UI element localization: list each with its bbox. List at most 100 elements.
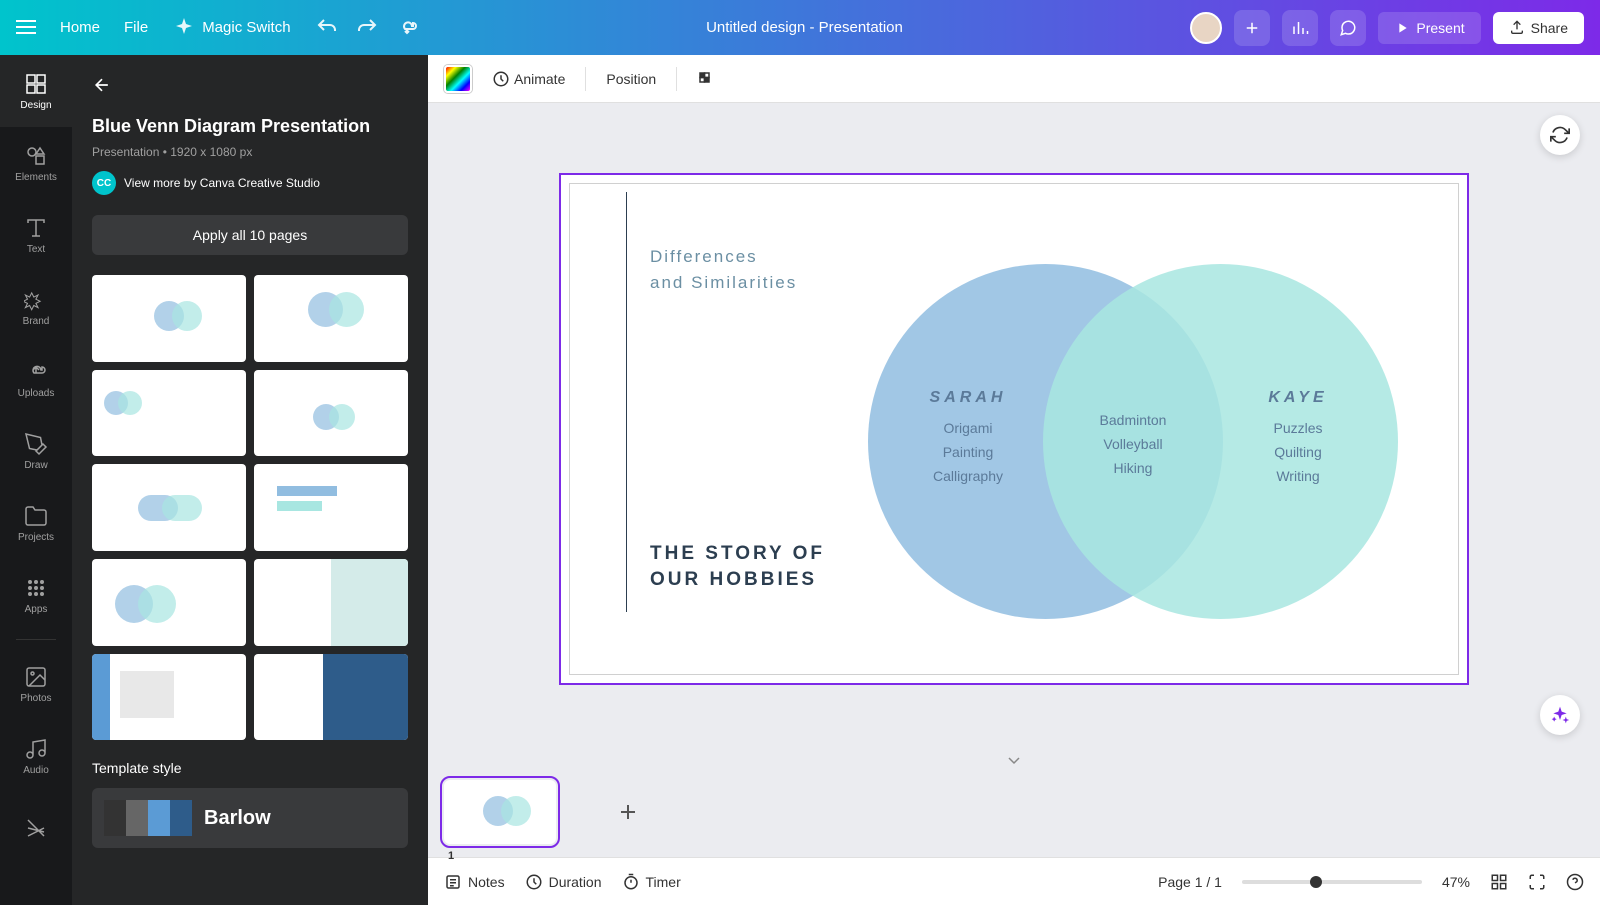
template-thumb[interactable] bbox=[92, 559, 246, 646]
projects-icon bbox=[24, 504, 48, 528]
template-thumb[interactable] bbox=[254, 370, 408, 457]
undo-icon[interactable] bbox=[315, 16, 339, 40]
notes-button[interactable]: Notes bbox=[444, 873, 505, 891]
plus-icon bbox=[1243, 19, 1261, 37]
rail-more[interactable] bbox=[0, 792, 72, 864]
comment-icon bbox=[1339, 19, 1357, 37]
uploads-icon bbox=[24, 360, 48, 384]
menu-icon[interactable] bbox=[16, 16, 40, 40]
rail-apps[interactable]: Apps bbox=[0, 559, 72, 631]
refresh-icon bbox=[1550, 125, 1570, 145]
slide-bottom-heading[interactable]: THE STORY OF OUR HOBBIES bbox=[650, 541, 825, 594]
toolbar-divider bbox=[676, 67, 677, 91]
top-nav: Home File Magic Switch bbox=[60, 16, 291, 40]
share-button[interactable]: Share bbox=[1493, 12, 1584, 44]
rail-projects[interactable]: Projects bbox=[0, 487, 72, 559]
slide[interactable]: Differences and Similarities THE STORY O… bbox=[559, 173, 1469, 685]
brand-icon bbox=[24, 288, 48, 312]
swatch bbox=[148, 800, 170, 836]
transparency-icon bbox=[697, 70, 715, 88]
redo-icon[interactable] bbox=[355, 16, 379, 40]
present-button[interactable]: Present bbox=[1378, 12, 1480, 44]
transparency-button[interactable] bbox=[689, 66, 723, 92]
avatar[interactable] bbox=[1190, 12, 1222, 44]
file-button[interactable]: File bbox=[124, 19, 148, 36]
upload-icon bbox=[1509, 20, 1525, 36]
template-thumb[interactable] bbox=[92, 654, 246, 741]
venn-center-label[interactable]: Badminton Volleyball Hiking bbox=[1078, 409, 1188, 480]
timer-icon bbox=[622, 873, 640, 891]
template-author[interactable]: CC View more by Canva Creative Studio bbox=[92, 171, 408, 195]
grid-icon bbox=[1490, 873, 1508, 891]
rail-divider bbox=[16, 639, 56, 640]
zoom-slider-thumb[interactable] bbox=[1310, 876, 1322, 888]
magic-switch-button[interactable]: Magic Switch bbox=[172, 16, 290, 40]
rail-elements[interactable]: Elements bbox=[0, 127, 72, 199]
template-thumb[interactable] bbox=[254, 654, 408, 741]
animate-button[interactable]: Animate bbox=[484, 66, 573, 92]
add-page-button[interactable] bbox=[572, 780, 684, 844]
analytics-button[interactable] bbox=[1282, 10, 1318, 46]
rail-uploads[interactable]: Uploads bbox=[0, 343, 72, 415]
back-button[interactable] bbox=[92, 75, 408, 100]
rail-design[interactable]: Design bbox=[0, 55, 72, 127]
zoom-slider[interactable] bbox=[1242, 880, 1422, 884]
main-layout: Design Elements Text Brand Uploads Draw … bbox=[0, 55, 1600, 905]
canvas-toolbar: Animate Position bbox=[428, 55, 1600, 103]
venn-left-items: Origami Painting Calligraphy bbox=[908, 417, 1028, 488]
template-title: Blue Venn Diagram Presentation bbox=[92, 116, 408, 137]
rail-brand[interactable]: Brand bbox=[0, 271, 72, 343]
slide-top-heading[interactable]: Differences and Similarities bbox=[650, 244, 797, 295]
canvas-viewport[interactable]: Differences and Similarities THE STORY O… bbox=[428, 103, 1600, 755]
zoom-value[interactable]: 47% bbox=[1442, 874, 1470, 890]
swatch bbox=[126, 800, 148, 836]
venn-right-label[interactable]: KAYE Puzzles Quilting Writing bbox=[1238, 389, 1358, 488]
venn-left-label[interactable]: SARAH Origami Painting Calligraphy bbox=[908, 389, 1028, 488]
canvas-area: Animate Position Differences and Similar… bbox=[428, 55, 1600, 905]
cloud-sync-icon[interactable] bbox=[395, 16, 419, 40]
apply-all-button[interactable]: Apply all 10 pages bbox=[92, 215, 408, 255]
duration-button[interactable]: Duration bbox=[525, 873, 602, 891]
rail-photos[interactable]: Photos bbox=[0, 648, 72, 720]
venn-right-items: Puzzles Quilting Writing bbox=[1238, 417, 1358, 488]
template-thumb[interactable] bbox=[254, 559, 408, 646]
notes-icon bbox=[444, 873, 462, 891]
venn-diagram[interactable]: SARAH Origami Painting Calligraphy Badmi… bbox=[868, 264, 1398, 624]
design-icon bbox=[24, 72, 48, 96]
timer-button[interactable]: Timer bbox=[622, 873, 681, 891]
filmstrip-thumb[interactable]: 1 bbox=[444, 780, 556, 844]
add-user-button[interactable] bbox=[1234, 10, 1270, 46]
sparkle-icon bbox=[1550, 705, 1570, 725]
more-icon bbox=[24, 816, 48, 840]
author-badge: CC bbox=[92, 171, 116, 195]
color-picker-button[interactable] bbox=[444, 65, 472, 93]
position-button[interactable]: Position bbox=[598, 67, 664, 91]
document-title[interactable]: Untitled design - Presentation bbox=[419, 19, 1191, 36]
comment-button[interactable] bbox=[1330, 10, 1366, 46]
play-icon bbox=[1394, 20, 1410, 36]
filmstrip-page-num: 1 bbox=[448, 850, 454, 862]
collapse-handle[interactable] bbox=[994, 755, 1034, 767]
template-thumb[interactable] bbox=[92, 370, 246, 457]
author-text: View more by Canva Creative Studio bbox=[124, 176, 320, 190]
rail-audio[interactable]: Audio bbox=[0, 720, 72, 792]
home-button[interactable]: Home bbox=[60, 19, 100, 36]
template-thumb[interactable] bbox=[92, 464, 246, 551]
venn-center-items: Badminton Volleyball Hiking bbox=[1078, 409, 1188, 480]
swatch bbox=[170, 800, 192, 836]
rail-text[interactable]: Text bbox=[0, 199, 72, 271]
grid-view-button[interactable] bbox=[1490, 873, 1508, 891]
rail-draw[interactable]: Draw bbox=[0, 415, 72, 487]
elements-icon bbox=[24, 144, 48, 168]
refresh-button[interactable] bbox=[1540, 115, 1580, 155]
template-style-box[interactable]: Barlow bbox=[92, 788, 408, 848]
template-thumb[interactable] bbox=[254, 275, 408, 362]
template-thumb[interactable] bbox=[92, 275, 246, 362]
ai-assist-button[interactable] bbox=[1540, 695, 1580, 735]
template-thumb[interactable] bbox=[254, 464, 408, 551]
style-font-name: Barlow bbox=[204, 807, 271, 830]
fullscreen-button[interactable] bbox=[1528, 873, 1546, 891]
topbar-history-icons bbox=[315, 16, 419, 40]
help-button[interactable] bbox=[1566, 873, 1584, 891]
left-rail: Design Elements Text Brand Uploads Draw … bbox=[0, 55, 72, 905]
